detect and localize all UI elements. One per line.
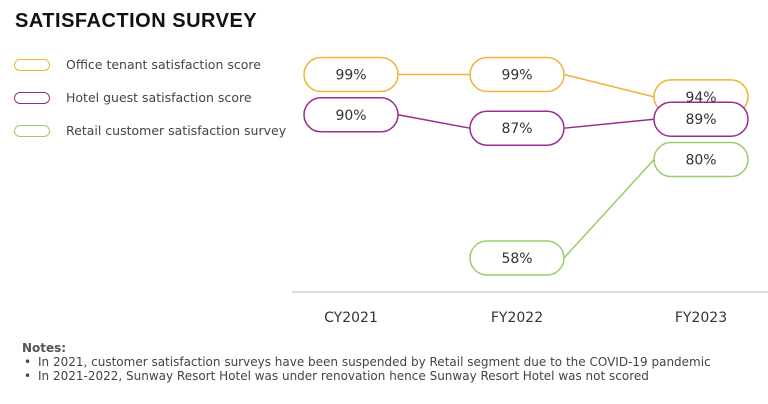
chart-title: SATISFACTION SURVEY <box>15 10 258 32</box>
legend-item-retail: Retail customer satisfaction survey <box>14 122 286 139</box>
data-point-box <box>469 240 565 276</box>
legend: Office tenant satisfaction score Hotel g… <box>14 56 286 155</box>
data-label: 87% <box>501 121 532 137</box>
note-item: In 2021-2022, Sunway Resort Hotel was un… <box>22 369 711 383</box>
legend-item-office: Office tenant satisfaction score <box>14 56 286 73</box>
data-label: 90% <box>335 108 366 124</box>
data-point-box <box>653 141 749 178</box>
data-point-box <box>653 101 749 137</box>
data-label: 89% <box>685 112 716 128</box>
data-label: 80% <box>685 153 716 169</box>
notes-title: Notes: <box>22 341 67 355</box>
x-tick-label: CY2021 <box>324 310 378 326</box>
data-point-box <box>303 97 399 133</box>
series-line-segment <box>563 73 655 98</box>
series-line-segment <box>563 159 655 259</box>
series-line-segment <box>397 114 471 129</box>
legend-label-hotel: Hotel guest satisfaction score <box>66 90 252 105</box>
legend-label-retail: Retail customer satisfaction survey <box>66 123 287 138</box>
data-label: 99% <box>501 67 532 83</box>
data-point-box <box>469 110 565 146</box>
x-tick-label: FY2023 <box>675 310 727 326</box>
data-point-box <box>303 56 399 93</box>
notes-list: In 2021, customer satisfaction surveys h… <box>22 355 711 383</box>
legend-label-office: Office tenant satisfaction score <box>66 57 261 72</box>
data-label: 58% <box>501 251 532 267</box>
legend-swatch-hotel <box>14 91 50 104</box>
data-point-box <box>469 56 565 93</box>
legend-swatch-office <box>14 58 50 71</box>
legend-item-hotel: Hotel guest satisfaction score <box>14 89 286 106</box>
note-item: In 2021, customer satisfaction surveys h… <box>22 355 711 369</box>
data-label: 99% <box>335 67 366 83</box>
notes: Notes: In 2021, customer satisfaction su… <box>22 341 711 383</box>
x-tick-label: FY2022 <box>491 310 543 326</box>
series-line-segment <box>563 118 655 129</box>
legend-swatch-retail <box>14 124 50 137</box>
